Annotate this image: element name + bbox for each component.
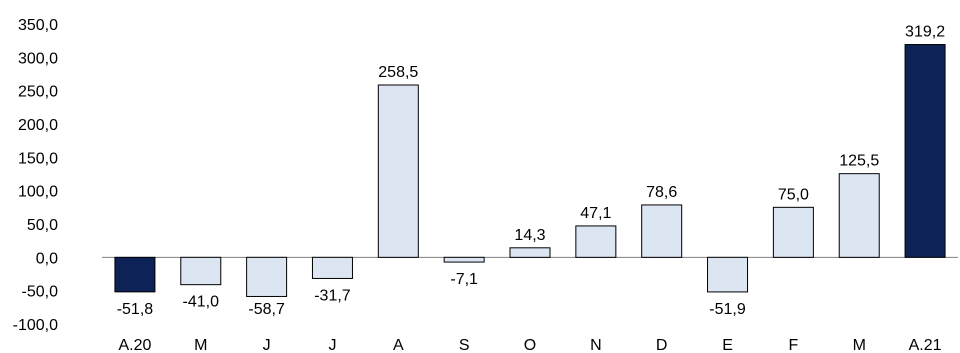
x-tick-label: D	[656, 337, 668, 353]
bar-1	[180, 256, 222, 286]
x-axis-labels-group: A.20 M J J A S O N D E F M A.21	[118, 337, 941, 353]
y-tick-label: 200,0	[18, 117, 58, 134]
x-tick-label: F	[788, 337, 798, 353]
y-tick-label: 0,0	[36, 250, 58, 267]
bar-5	[443, 256, 485, 263]
x-tick-label: O	[524, 337, 536, 353]
x-tick-label: S	[459, 337, 470, 353]
bar-6	[509, 247, 551, 258]
y-tick-label: 250,0	[18, 84, 58, 101]
data-label-9: -51,9	[709, 301, 746, 318]
x-tick-label: A.21	[909, 337, 942, 353]
x-tick-label: A.20	[118, 337, 151, 353]
x-tick-label: J	[263, 337, 271, 353]
x-tick-label: E	[722, 337, 733, 353]
x-tick-label: J	[328, 337, 336, 353]
x-tick-label: M	[194, 337, 207, 353]
y-tick-label: 150,0	[18, 150, 58, 167]
bar-11	[838, 173, 880, 258]
bar-0	[114, 256, 156, 293]
data-label-8: 78,6	[646, 184, 677, 201]
y-tick-label: 350,0	[18, 17, 58, 34]
data-label-11: 125,5	[839, 153, 879, 170]
y-tick-label: -50,0	[22, 284, 59, 301]
data-label-7: 47,1	[580, 205, 611, 222]
x-tick-label: N	[590, 337, 602, 353]
data-label-12: 319,2	[905, 24, 945, 41]
bar-2	[246, 256, 288, 297]
bar-7	[575, 225, 617, 258]
data-labels-group: -51,8 -41,0 -58,7 -31,7 258,5 -7,1 14,3 47,1 78,…	[117, 24, 946, 318]
data-label-5: -7,1	[450, 271, 478, 288]
data-label-0: -51,8	[117, 301, 154, 318]
x-tick-label: M	[853, 337, 866, 353]
bar-10	[772, 206, 814, 258]
bars-group	[114, 44, 946, 297]
bar-3	[311, 256, 353, 279]
data-label-6: 14,3	[514, 227, 545, 244]
bar-8	[641, 204, 683, 258]
data-label-4: 258,5	[378, 64, 418, 81]
y-tick-label: 100,0	[18, 184, 58, 201]
y-tick-label: 300,0	[18, 50, 58, 67]
data-label-3: -31,7	[314, 287, 351, 304]
data-label-1: -41,0	[183, 294, 220, 311]
data-label-2: -58,7	[248, 301, 285, 318]
x-tick-label: A	[393, 337, 404, 353]
y-axis: 350,0 300,0 250,0 200,0 150,0 100,0 50,0 0,0 -50…	[13, 17, 58, 334]
bar-12	[904, 44, 946, 258]
bar-4	[377, 84, 419, 258]
data-label-10: 75,0	[778, 186, 809, 203]
y-tick-label: -100,0	[13, 317, 58, 334]
bar-9	[707, 256, 749, 293]
y-tick-label: 50,0	[27, 217, 58, 234]
